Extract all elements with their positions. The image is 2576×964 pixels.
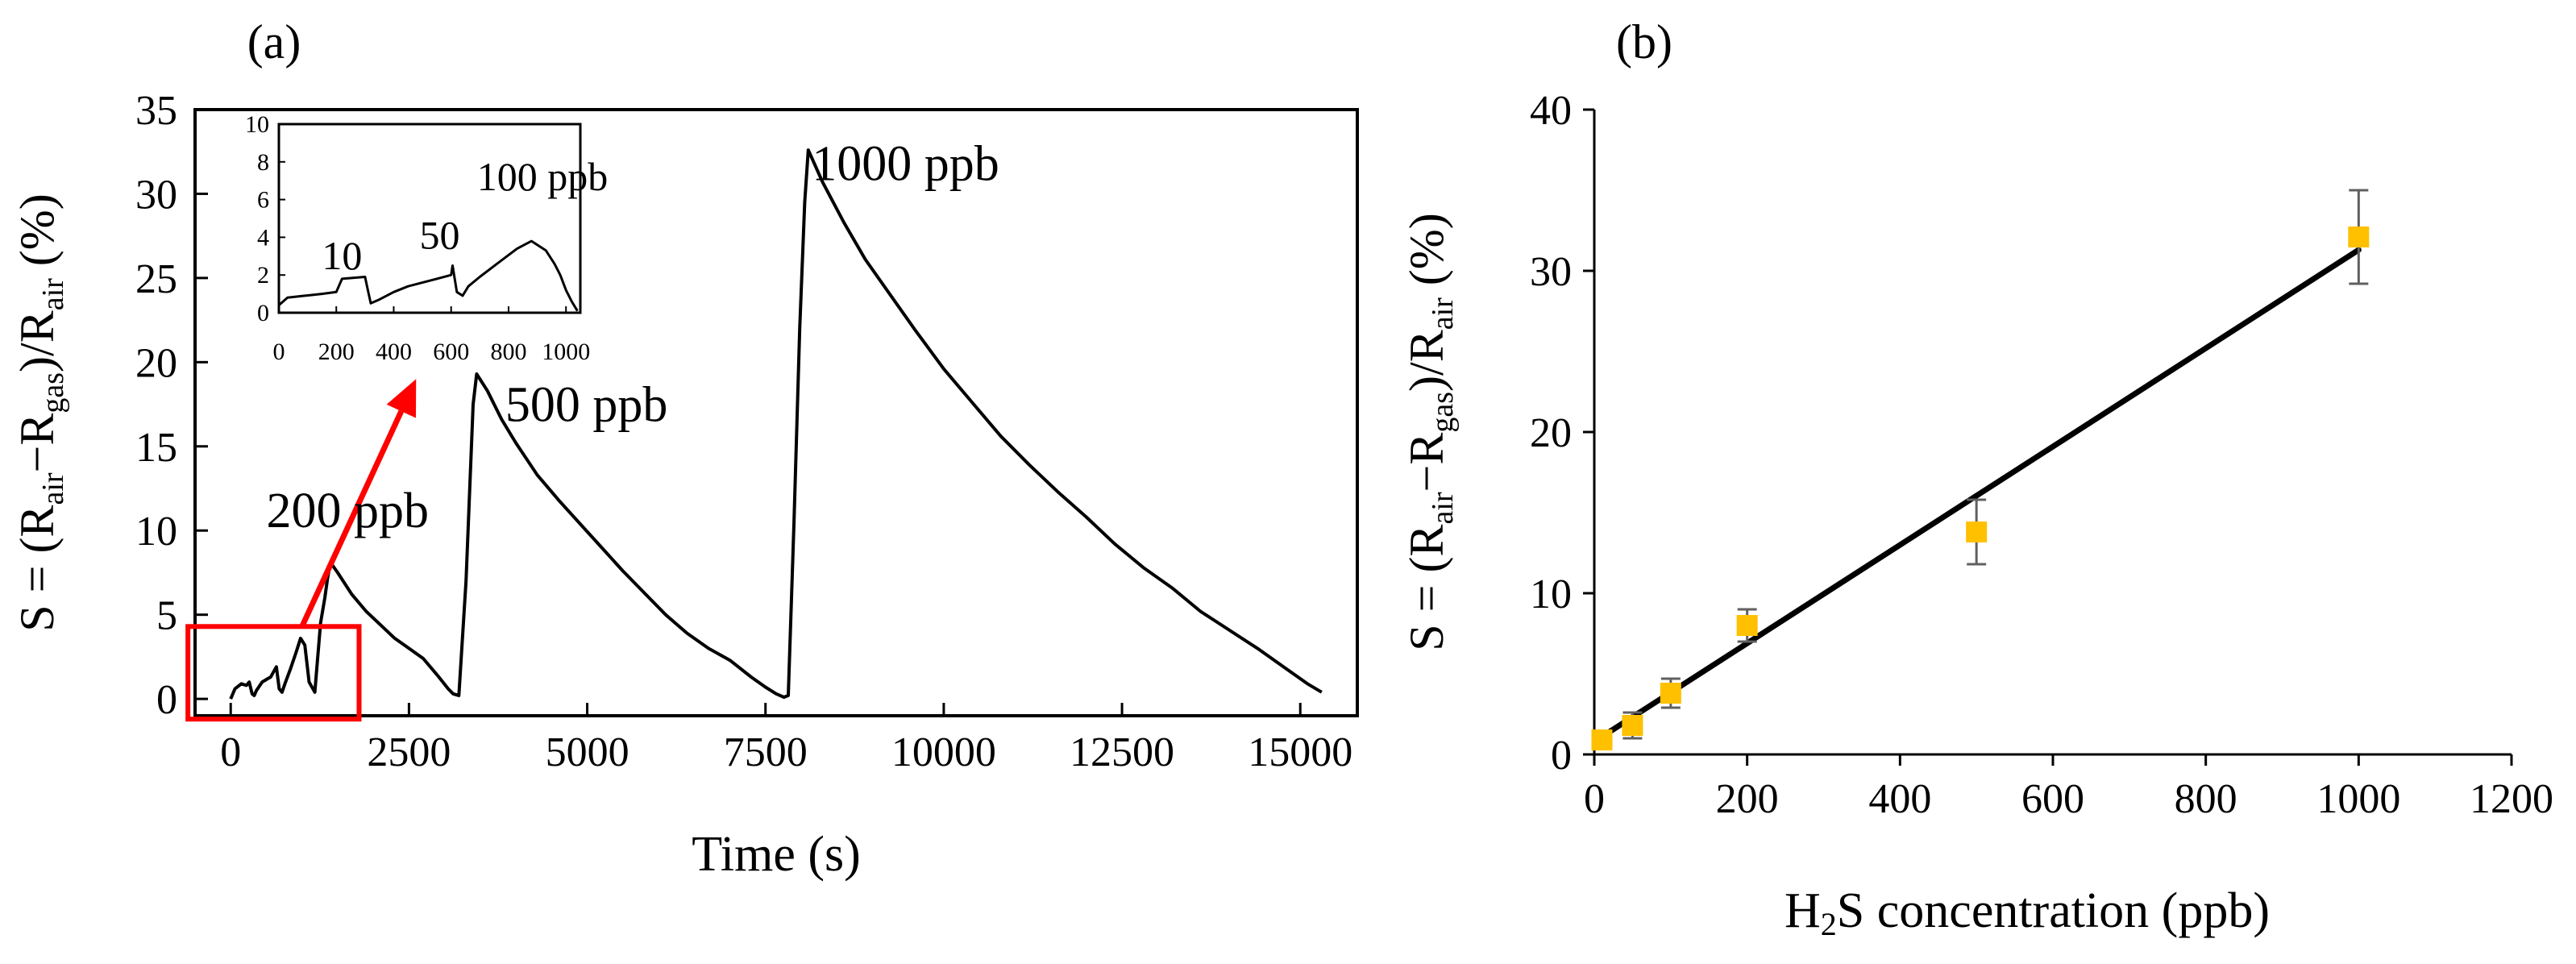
panel-a-arrow-line (299, 409, 405, 628)
inset-x-tick-label: 800 (490, 339, 526, 365)
panel-b-y-tick-label: 30 (1530, 249, 1572, 295)
inset-y-tick-label: 2 (257, 262, 269, 289)
data-point (1660, 683, 1681, 704)
panel-a-x-tick-label: 15000 (1248, 729, 1352, 775)
panel-a-x-tick-label: 2500 (367, 729, 451, 775)
inset-y-tick-label: 4 (257, 224, 269, 251)
data-point (2348, 226, 2370, 247)
annotation-500-ppb: 500 ppb (505, 377, 668, 432)
panel-b-x-tick-label: 1000 (2316, 776, 2400, 822)
panel-b-y-tick-label: 40 (1530, 88, 1572, 134)
annotation-1000-ppb: 1000 ppb (812, 137, 999, 192)
inset-label-10: 10 (322, 233, 362, 278)
panel-a-inset: 0 2 4 6 8 10 0 200 400 600 800 1000 10 50 100 ppb (245, 111, 608, 365)
panel-b: (b) 0 10 20 30 40 0 200 400 600 800 1000 1200 H2S … (1400, 15, 2553, 942)
panel-a-y-tick-label: 15 (135, 425, 177, 471)
panel-b-x-tick-label: 400 (1868, 776, 1931, 822)
inset-x-tick-label: 400 (376, 339, 412, 365)
panel-a-y-tick-label: 35 (135, 88, 177, 134)
panel-b-y-tick-label: 0 (1551, 733, 1572, 779)
panel-a-y-tick-label: 30 (135, 172, 177, 218)
panel-a-y-tick-label: 10 (135, 509, 177, 555)
panel-a-arrow-head (386, 379, 417, 418)
inset-x-tick-label: 1000 (542, 339, 590, 365)
panel-a-y-tick-label: 0 (156, 677, 177, 723)
panel-a-x-tick-label: 7500 (724, 729, 808, 775)
panel-a-plot-frame (193, 108, 1359, 717)
panel-b-x-axis-label: H2S concentration (ppb) (1785, 883, 2270, 942)
panel-a-y-tick-label: 20 (135, 340, 177, 386)
panel-a-y-tick-label: 25 (135, 256, 177, 302)
panel-b-x-ticks: 0 200 400 600 800 1000 1200 (1584, 754, 2553, 822)
panel-b-x-tick-label: 200 (1716, 776, 1779, 822)
inset-x-ticks: 0 200 400 600 800 1000 (273, 306, 590, 365)
inset-response-line (278, 239, 579, 312)
data-point (1591, 729, 1613, 750)
inset-x-tick-label: 0 (273, 339, 285, 365)
panel-b-y-axis-label: S = (Rair−Rgas)/Rair (%) (1400, 213, 1460, 651)
panel-b-y-tick-label: 20 (1530, 410, 1572, 456)
inset-label-100-ppb: 100 ppb (477, 154, 609, 199)
panel-b-data-points (1591, 189, 2370, 750)
panel-b-label: (b) (1616, 15, 1672, 69)
panel-a-x-ticks: 0 2500 5000 7500 10000 12500 15000 (220, 703, 1352, 775)
panel-b-x-tick-label: 1200 (2470, 776, 2553, 822)
panel-a-y-tick-label: 5 (156, 593, 177, 639)
annotation-200-ppb: 200 ppb (266, 484, 429, 538)
inset-label-50: 50 (420, 212, 460, 257)
panel-b-x-tick-label: 0 (1584, 776, 1605, 822)
panel-a-x-tick-label: 0 (220, 729, 241, 775)
panel-b-x-tick-label: 800 (2175, 776, 2237, 822)
panel-b-y-ticks: 0 10 20 30 40 (1530, 88, 1594, 779)
inset-y-tick-label: 6 (257, 187, 269, 214)
panel-a-x-tick-label: 5000 (546, 729, 629, 775)
panel-a-y-ticks: 0 5 10 15 20 25 30 35 (135, 88, 208, 723)
panel-a-highlight-box (185, 624, 362, 722)
inset-x-tick-label: 600 (433, 339, 469, 365)
inset-y-tick-label: 10 (245, 111, 269, 138)
inset-y-tick-label: 0 (257, 300, 269, 326)
panel-a-x-tick-label: 12500 (1070, 729, 1174, 775)
panel-a-y-axis-label: S = (Rair−Rgas)/Rair (%) (10, 193, 70, 632)
panel-a-response-line (229, 148, 1323, 700)
inset-y-tick-label: 8 (257, 149, 269, 176)
inset-y-ticks: 0 2 4 6 8 10 (245, 111, 285, 326)
data-point (1736, 615, 1758, 636)
inset-x-tick-label: 200 (318, 339, 355, 365)
panel-a-x-axis-label: Time (s) (692, 827, 861, 882)
data-point (1622, 715, 1643, 736)
panel-a-label: (a) (247, 15, 301, 69)
panel-a-x-tick-label: 10000 (891, 729, 996, 775)
panel-b-x-tick-label: 600 (2021, 776, 2084, 822)
data-point (1966, 521, 1988, 542)
panel-b-fit-line (1598, 247, 2362, 740)
panel-b-y-tick-label: 10 (1530, 571, 1572, 617)
